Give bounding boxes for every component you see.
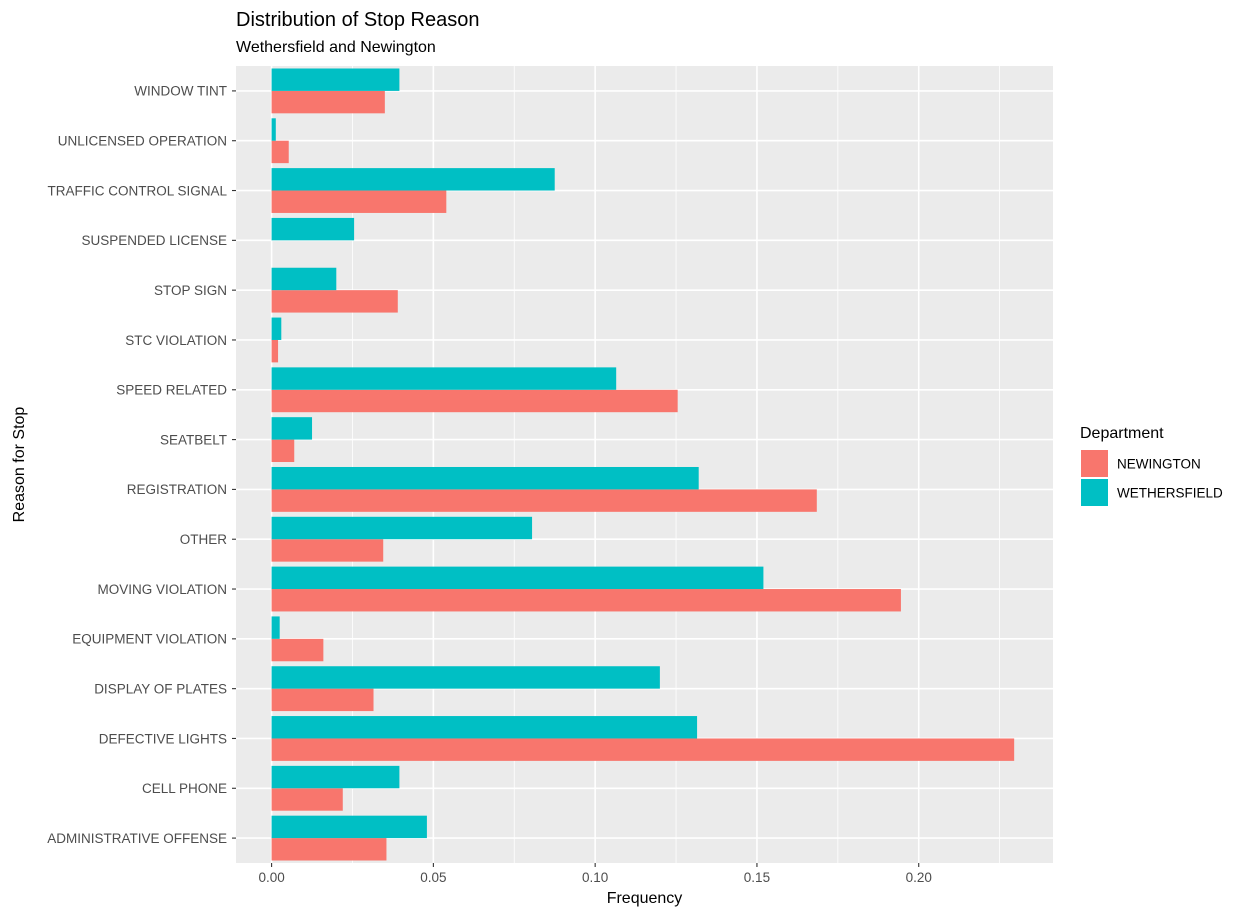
bar-wethersfield-registration: [271, 466, 699, 490]
bar-wethersfield-administrative-offense: [271, 815, 427, 839]
bar-newington-unlicensed-operation: [271, 140, 289, 164]
bar-wethersfield-unlicensed-operation: [271, 118, 276, 141]
bar-newington-moving-violation: [271, 589, 901, 612]
bar-wethersfield-equipment-violation: [271, 616, 280, 639]
x-tick-label: 0.00: [258, 870, 284, 885]
x-tick-label: 0.05: [420, 870, 446, 885]
bar-newington-administrative-offense: [271, 838, 387, 861]
y-axis-title: Reason for Stop: [11, 407, 28, 523]
bar-wethersfield-defective-lights: [271, 716, 698, 739]
x-axis-title: Frequency: [607, 890, 683, 907]
y-tick-label-equipment-violation: EQUIPMENT VIOLATION: [72, 632, 227, 647]
chart-title: Distribution of Stop Reason: [236, 9, 479, 31]
bar-wethersfield-seatbelt: [271, 417, 313, 440]
y-tick-label-window-tint: WINDOW TINT: [134, 84, 227, 99]
y-tick-label-defective-lights: DEFECTIVE LIGHTS: [99, 731, 227, 746]
bar-newington-speed-related: [271, 389, 678, 413]
legend-swatch-newington: [1081, 450, 1108, 477]
bar-newington-cell-phone: [271, 788, 343, 811]
bar-wethersfield-stop-sign: [271, 267, 337, 291]
bar-wethersfield-stc-violation: [271, 317, 282, 340]
bar-wethersfield-display-of-plates: [271, 666, 660, 689]
bar-newington-stc-violation: [271, 339, 279, 363]
y-tick-label-display-of-plates: DISPLAY OF PLATES: [94, 681, 227, 696]
bar-wethersfield-cell-phone: [271, 765, 400, 789]
grid-lines: [236, 66, 1053, 863]
bar-wethersfield-traffic-control-signal: [271, 168, 555, 191]
bar-newington-registration: [271, 489, 817, 512]
y-tick-label-cell-phone: CELL PHONE: [142, 781, 227, 796]
y-tick-label-seatbelt: SEATBELT: [160, 432, 227, 447]
bar-wethersfield-moving-violation: [271, 566, 764, 590]
y-tick-label-stop-sign: STOP SIGN: [154, 283, 227, 298]
bar-wethersfield-suspended-license: [271, 217, 355, 241]
bar-newington-display-of-plates: [271, 688, 374, 712]
bar-newington-other: [271, 539, 384, 562]
y-tick-label-speed-related: SPEED RELATED: [116, 383, 227, 398]
legend-title: Department: [1080, 425, 1164, 442]
y-tick-label-unlicensed-operation: UNLICENSED OPERATION: [58, 134, 227, 149]
bar-wethersfield-speed-related: [271, 367, 617, 390]
legend: Department NEWINGTON WETHERSFIELD: [1080, 425, 1223, 506]
bar-newington-equipment-violation: [271, 638, 324, 662]
y-tick-label-moving-violation: MOVING VIOLATION: [97, 582, 227, 597]
x-tick-label: 0.20: [906, 870, 932, 885]
legend-label-wethersfield: WETHERSFIELD: [1117, 486, 1223, 501]
bar-newington-seatbelt: [271, 439, 295, 463]
x-axis: 0.00 0.05 0.10 0.15 0.20: [258, 863, 932, 885]
bar-newington-window-tint: [271, 90, 385, 114]
legend-swatch-wethersfield: [1081, 479, 1108, 506]
y-axis: ADMINISTRATIVE OFFENSE CELL PHONE DEFECTIV…: [47, 84, 236, 846]
bar-wethersfield-other: [271, 516, 533, 540]
bar-wethersfield-window-tint: [271, 68, 400, 91]
x-tick-label: 0.15: [744, 870, 770, 885]
y-tick-label-registration: REGISTRATION: [127, 482, 227, 497]
y-tick-label-other: OTHER: [180, 532, 228, 547]
y-tick-label-administrative-offense: ADMINISTRATIVE OFFENSE: [47, 831, 227, 846]
legend-label-newington: NEWINGTON: [1117, 457, 1201, 472]
bar-newington-traffic-control-signal: [271, 190, 447, 213]
y-tick-label-suspended-license: SUSPENDED LICENSE: [81, 233, 227, 248]
y-tick-label-stc-violation: STC VIOLATION: [125, 333, 227, 348]
chart-subtitle: Wethersfield and Newington: [236, 39, 436, 56]
x-tick-label: 0.10: [582, 870, 608, 885]
bars-group: [271, 68, 1015, 861]
y-tick-label-traffic-control-signal: TRAFFIC CONTROL SIGNAL: [47, 183, 227, 198]
bar-newington-defective-lights: [271, 738, 1015, 761]
bar-newington-stop-sign: [271, 290, 398, 313]
